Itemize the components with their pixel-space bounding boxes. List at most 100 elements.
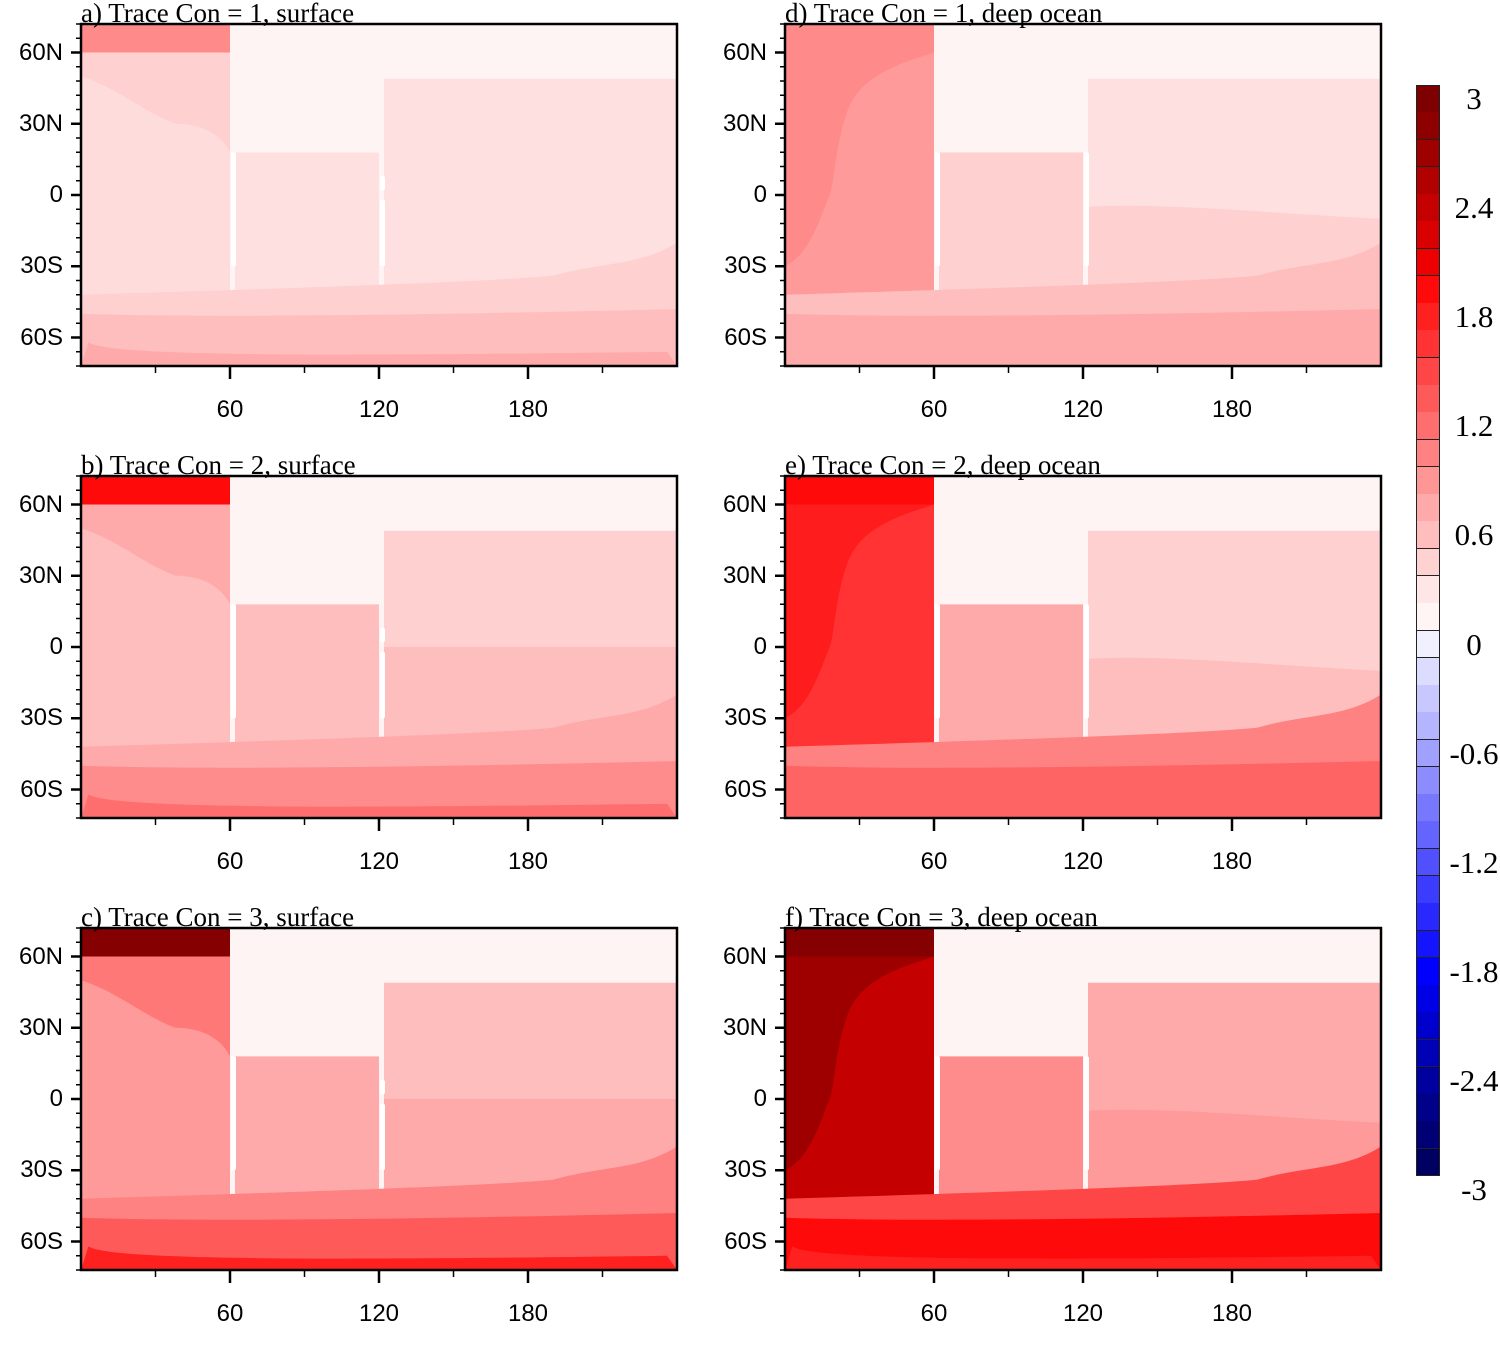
colorbar-segment: [1416, 548, 1440, 577]
y-tick-label: 30S: [724, 704, 767, 732]
x-tick-label: 180: [507, 396, 549, 423]
y-tick-label: 60N: [18, 38, 63, 66]
x-tick-label: 60: [920, 396, 948, 423]
colorbar-segment: [1416, 1148, 1440, 1177]
colorbar-segment: [1416, 112, 1440, 141]
y-tick-label: 60N: [722, 38, 767, 66]
y-tick-label: 60S: [724, 323, 767, 351]
colorbar-label: 1.2: [1454, 408, 1494, 444]
y-tick-label: 30N: [722, 109, 767, 137]
colorbar-segment: [1416, 575, 1440, 604]
panel-e: e) Trace Con = 2, deep ocean 60N 30N 0 30S 6…: [704, 452, 1404, 902]
colorbar-segment: [1416, 603, 1440, 631]
colorbar-segment: [1416, 1066, 1440, 1095]
y-tick-label: 60N: [18, 942, 63, 970]
heatmap-plot: [775, 926, 1383, 1283]
colorbar-segment: [1416, 1012, 1440, 1041]
y-tick-label: 30S: [20, 252, 63, 280]
colorbar-segment: [1416, 303, 1440, 331]
colorbar-segment: [1416, 657, 1440, 686]
panel-title: b) Trace Con = 2, surface: [81, 450, 356, 480]
y-tick-label: 30N: [18, 109, 63, 137]
colorbar-segment: [1416, 848, 1440, 877]
colorbar-segment: [1416, 385, 1440, 413]
colorbar-label: -1.2: [1449, 844, 1499, 880]
colorbar: [1416, 85, 1440, 1177]
colorbar-label: 2.4: [1454, 190, 1494, 226]
colorbar-label: -0.6: [1449, 735, 1499, 771]
colorbar-segment: [1416, 685, 1440, 713]
x-tick-label: 180: [1211, 396, 1253, 423]
colorbar-segment: [1416, 821, 1440, 850]
colorbar-segment: [1416, 1094, 1440, 1122]
heatmap-plot: [775, 474, 1383, 831]
y-tick-label: 60S: [20, 775, 63, 803]
x-tick-label: 60: [920, 848, 948, 875]
y-tick-label: 30S: [724, 252, 767, 280]
colorbar-segment: [1416, 521, 1440, 550]
y-tick-label: 60S: [724, 775, 767, 803]
colorbar-segment: [1416, 275, 1440, 304]
colorbar-label: 0.6: [1454, 517, 1494, 553]
x-tick-label: 120: [1062, 848, 1104, 875]
panel-title: a) Trace Con = 1, surface: [81, 0, 355, 28]
x-tick-label: 120: [358, 848, 400, 875]
panel-title: c) Trace Con = 3, surface: [81, 902, 355, 932]
y-tick-label: 0: [49, 633, 63, 660]
colorbar-label: 3: [1466, 81, 1482, 116]
x-tick-label: 60: [216, 1300, 244, 1327]
colorbar-segment: [1416, 412, 1440, 441]
colorbar-segment: [1416, 439, 1440, 468]
colorbar-label: -3: [1461, 1172, 1487, 1207]
colorbar-segment: [1416, 466, 1440, 495]
y-tick-label: 0: [49, 181, 63, 208]
y-tick-label: 60S: [724, 1227, 767, 1255]
colorbar-label: 1.8: [1454, 299, 1494, 335]
y-tick-label: 0: [49, 1085, 63, 1112]
panel-c: c) Trace Con = 3, surface 60N 30N 0 30S 60S 6…: [0, 904, 700, 1354]
x-tick-label: 120: [1062, 1300, 1104, 1327]
y-tick-label: 30N: [18, 561, 63, 589]
x-tick-label: 120: [1062, 396, 1104, 423]
x-tick-label: 180: [1211, 1300, 1253, 1327]
colorbar-label: 0: [1466, 626, 1482, 662]
colorbar-segment: [1416, 903, 1440, 932]
panel-title: f) Trace Con = 3, deep ocean: [785, 902, 1098, 932]
colorbar-segment: [1416, 248, 1440, 277]
y-tick-label: 30N: [18, 1013, 63, 1041]
heatmap-plot: [71, 22, 679, 379]
colorbar-segment: [1416, 712, 1440, 741]
colorbar-segment: [1416, 985, 1440, 1013]
y-tick-label: 30N: [722, 561, 767, 589]
colorbar-segment: [1416, 85, 1440, 113]
y-tick-label: 0: [753, 633, 767, 660]
colorbar-segment: [1416, 1121, 1440, 1150]
heatmap-plot: [71, 474, 679, 831]
panel-f: f) Trace Con = 3, deep ocean 60N 30N 0 30S 6…: [704, 904, 1404, 1354]
colorbar-segment: [1416, 1039, 1440, 1068]
x-tick-label: 180: [507, 848, 549, 875]
colorbar-segment: [1416, 739, 1440, 768]
colorbar-segment: [1416, 357, 1440, 386]
panel-title: e) Trace Con = 2, deep ocean: [785, 450, 1101, 480]
x-tick-label: 60: [920, 1300, 948, 1327]
x-tick-label: 180: [1211, 848, 1253, 875]
y-tick-label: 60N: [722, 942, 767, 970]
colorbar-segment: [1416, 139, 1440, 168]
colorbar-segment: [1416, 494, 1440, 522]
y-tick-label: 60S: [20, 1227, 63, 1255]
y-tick-label: 30S: [724, 1156, 767, 1184]
colorbar-segment: [1416, 957, 1440, 986]
panel-a: a) Trace Con = 1, surface 60N 30N 0 30S 60S 6…: [0, 0, 700, 450]
x-tick-label: 120: [358, 1300, 400, 1327]
y-tick-label: 30S: [20, 1156, 63, 1184]
y-tick-label: 60N: [18, 490, 63, 518]
colorbar-segment: [1416, 875, 1440, 904]
y-tick-label: 0: [753, 1085, 767, 1112]
colorbar-segment: [1416, 930, 1440, 959]
x-tick-label: 60: [216, 396, 244, 423]
y-tick-label: 60N: [722, 490, 767, 518]
panel-b: b) Trace Con = 2, surface 60N 30N 0 30S 60S 6…: [0, 452, 700, 902]
colorbar-segment: [1416, 194, 1440, 222]
colorbar-segment: [1416, 330, 1440, 359]
